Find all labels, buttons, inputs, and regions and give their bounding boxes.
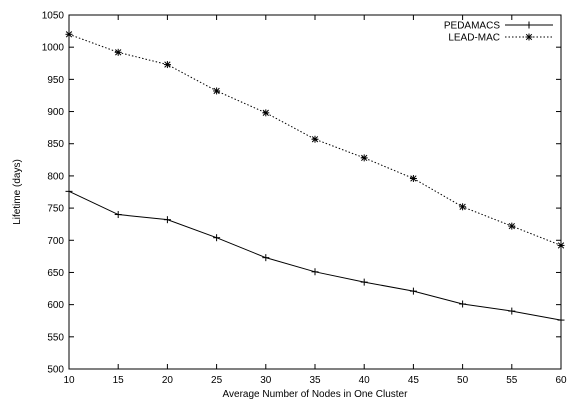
x-tick-label: 10: [63, 375, 75, 386]
x-tick-label: 60: [555, 375, 567, 386]
data-point-pedamacs: [557, 316, 565, 324]
data-point-pedamacs: [65, 187, 73, 195]
data-point-lead-mac: [311, 135, 319, 143]
y-tick-label: 500: [47, 365, 64, 376]
y-tick-label: 650: [47, 268, 64, 279]
data-point-pedamacs: [360, 278, 368, 286]
x-tick-label: 50: [457, 375, 469, 386]
y-tick-label: 700: [47, 236, 64, 247]
data-point-pedamacs: [114, 211, 122, 219]
data-point-pedamacs: [163, 216, 171, 224]
data-point-pedamacs: [409, 287, 417, 295]
legend-label-pedamacs: PEDAMACS: [444, 21, 500, 32]
y-tick-label: 900: [47, 107, 64, 118]
y-tick-label: 1000: [42, 43, 65, 54]
data-point-pedamacs: [459, 300, 467, 308]
y-tick-label: 800: [47, 171, 64, 182]
x-tick-label: 35: [309, 375, 321, 386]
data-point-pedamacs: [262, 254, 270, 262]
legend-label-lead-mac: LEAD-MAC: [448, 33, 500, 44]
data-point-lead-mac: [459, 203, 467, 211]
data-point-lead-mac: [114, 48, 122, 56]
legend-marker-pedamacs: [525, 21, 533, 29]
data-point-pedamacs: [311, 268, 319, 276]
data-point-lead-mac: [163, 61, 171, 69]
x-tick-label: 20: [162, 375, 174, 386]
y-tick-label: 550: [47, 332, 64, 343]
x-tick-label: 45: [408, 375, 420, 386]
axis-ticks: 10 15 20 25 30 35 40 45 50 55 60 500 550 600 650 700 750…: [42, 11, 567, 387]
legend-marker-lead-mac: [525, 33, 533, 41]
x-tick-label: 15: [113, 375, 125, 386]
x-tick-label: 55: [506, 375, 518, 386]
y-axis-label: Lifetime (days): [12, 159, 23, 225]
data-point-lead-mac: [409, 174, 417, 182]
series-line-lead-mac: [68, 33, 562, 246]
y-tick-label: 750: [47, 204, 64, 215]
data-point-pedamacs: [213, 234, 221, 242]
x-tick-label: 40: [359, 375, 371, 386]
data-point-pedamacs: [508, 307, 516, 315]
y-tick-label: 950: [47, 75, 64, 86]
data-point-lead-mac: [557, 241, 565, 249]
x-tick-label: 25: [211, 375, 223, 386]
y-tick-label: 600: [47, 300, 64, 311]
y-tick-label: 1050: [42, 11, 65, 22]
series-layer: [65, 30, 565, 324]
data-point-lead-mac: [360, 154, 368, 162]
data-point-lead-mac: [262, 109, 270, 117]
data-point-lead-mac: [508, 222, 516, 230]
y-tick-label: 850: [47, 139, 64, 150]
x-tick-label: 30: [260, 375, 272, 386]
data-point-lead-mac: [213, 87, 221, 95]
data-point-lead-mac: [65, 30, 73, 38]
x-axis-label: Average Number of Nodes in One Cluster: [223, 389, 409, 400]
